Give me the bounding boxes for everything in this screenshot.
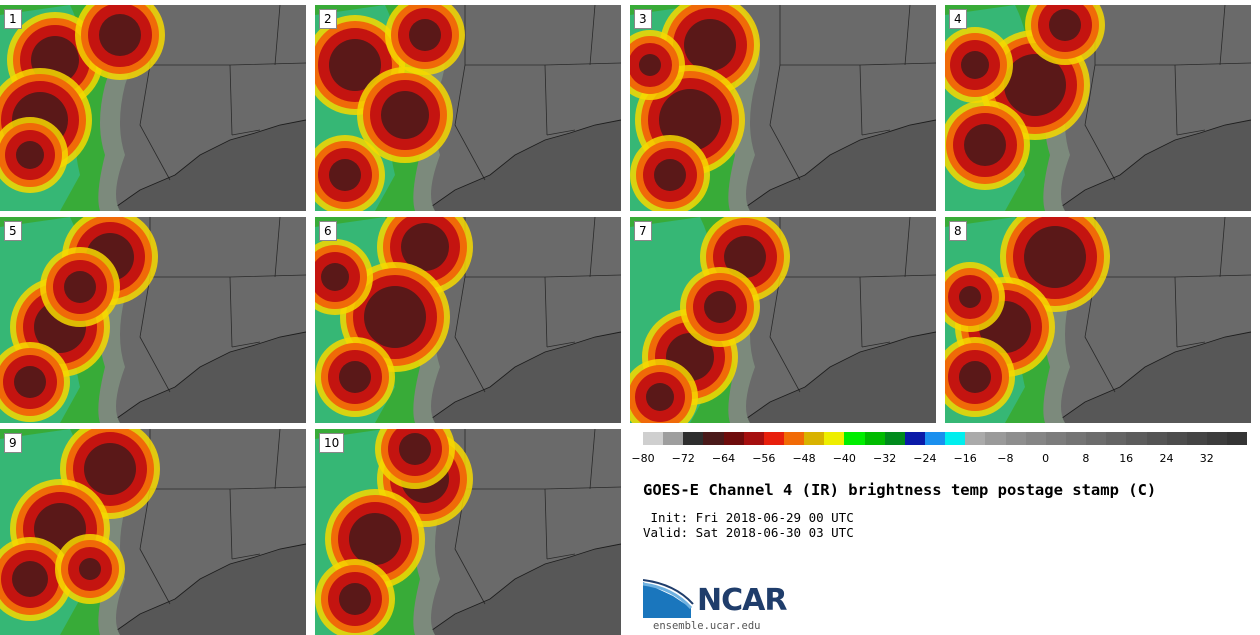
satellite-image xyxy=(315,429,621,635)
satellite-image xyxy=(630,217,936,423)
colorbar-segment xyxy=(743,432,764,445)
colorbar xyxy=(643,432,1248,445)
ensemble-panel-3: 3 xyxy=(630,5,936,211)
colorbar-segment xyxy=(1227,432,1248,445)
colorbar-segment xyxy=(1126,432,1147,445)
satellite-image xyxy=(945,217,1251,423)
satellite-image xyxy=(0,5,306,211)
colorbar-segment xyxy=(643,432,664,445)
ensemble-url[interactable]: ensemble.ucar.edu xyxy=(653,620,761,632)
colorbar-tick-label: 16 xyxy=(1119,452,1134,465)
colorbar-segment xyxy=(904,432,925,445)
colorbar-segment xyxy=(864,432,885,445)
colorbar-segment xyxy=(1025,432,1046,445)
panel-label: 3 xyxy=(634,9,652,29)
colorbar-segment xyxy=(985,432,1006,445)
colorbar-segment xyxy=(1005,432,1026,445)
colorbar-segment xyxy=(683,432,704,445)
ncar-logo-icon xyxy=(643,579,694,618)
colorbar-tick-label: 8 xyxy=(1082,452,1090,465)
colorbar-segment xyxy=(1146,432,1167,445)
ensemble-panel-8: 8 xyxy=(945,217,1251,423)
colorbar-segment xyxy=(703,432,724,445)
ensemble-panel-9: 9 xyxy=(0,429,306,635)
colorbar-segment xyxy=(1045,432,1066,445)
colorbar-segment xyxy=(1086,432,1107,445)
colorbar-tick-label: 32 xyxy=(1199,452,1214,465)
colorbar-segment xyxy=(884,432,905,445)
panel-label: 2 xyxy=(319,9,337,29)
colorbar-segment xyxy=(1186,432,1207,445)
colorbar-tick-label: −48 xyxy=(792,452,816,465)
panel-label: 4 xyxy=(949,9,967,29)
panel-label: 7 xyxy=(634,221,652,241)
init-time: Init: Fri 2018-06-29 00 UTC xyxy=(643,510,854,525)
satellite-image xyxy=(315,5,621,211)
colorbar-tick-label: 0 xyxy=(1042,452,1050,465)
panel-label: 5 xyxy=(4,221,22,241)
panel-label: 6 xyxy=(319,221,337,241)
colorbar-segment xyxy=(763,432,784,445)
colorbar-segment xyxy=(945,432,966,445)
colorbar-tick-label: −64 xyxy=(711,452,736,465)
colorbar-tick-label: −80 xyxy=(631,452,655,465)
satellite-image xyxy=(0,217,306,423)
colorbar-tick-label: −40 xyxy=(832,452,856,465)
valid-time: Valid: Sat 2018-06-30 03 UTC xyxy=(643,525,854,540)
colorbar-tick-label: −56 xyxy=(752,452,776,465)
satellite-image xyxy=(0,429,306,635)
colorbar-segment xyxy=(804,432,825,445)
colorbar-segment xyxy=(1065,432,1087,445)
colorbar-tick-label: −72 xyxy=(671,452,695,465)
colorbar-tick-label: −8 xyxy=(997,452,1014,465)
colorbar-segment xyxy=(965,432,986,445)
ensemble-panel-6: 6 xyxy=(315,217,621,423)
colorbar-segment xyxy=(723,432,744,445)
ensemble-panel-5: 5 xyxy=(0,217,306,423)
colorbar-segment xyxy=(1166,432,1187,445)
ensemble-panel-1: 1 xyxy=(0,5,306,211)
panel-label: 10 xyxy=(319,433,345,453)
colorbar-ticks: −80 −72 −64 −56 −48 −40 −32 −24 −16 −8 0 8 16 24 32 xyxy=(631,448,1247,468)
panel-label: 1 xyxy=(4,9,22,29)
page-title: GOES-E Channel 4 (IR) brightness temp po… xyxy=(643,481,1157,499)
ensemble-panel-2: 2 xyxy=(315,5,621,211)
colorbar-segment xyxy=(924,432,946,445)
colorbar-segment xyxy=(844,432,865,445)
satellite-image xyxy=(945,5,1251,211)
colorbar-tick-label: −32 xyxy=(872,452,897,465)
colorbar-segment xyxy=(824,432,845,445)
colorbar-segment xyxy=(783,432,805,445)
ensemble-panel-7: 7 xyxy=(630,217,936,423)
satellite-image xyxy=(315,217,621,423)
colorbar-segment xyxy=(663,432,684,445)
panel-label: 8 xyxy=(949,221,967,241)
ensemble-panel-10: 10 xyxy=(315,429,621,635)
panel-label: 9 xyxy=(4,433,22,453)
colorbar-segment xyxy=(1206,432,1228,445)
colorbar-segment xyxy=(1106,432,1127,445)
colorbar-tick-label: −24 xyxy=(913,452,937,465)
colorbar-tick-label: −16 xyxy=(953,452,977,465)
ensemble-panel-4: 4 xyxy=(945,5,1251,211)
colorbar-tick-label: 24 xyxy=(1159,452,1174,465)
satellite-image xyxy=(630,5,936,211)
ncar-brand: NCAR xyxy=(697,583,787,618)
